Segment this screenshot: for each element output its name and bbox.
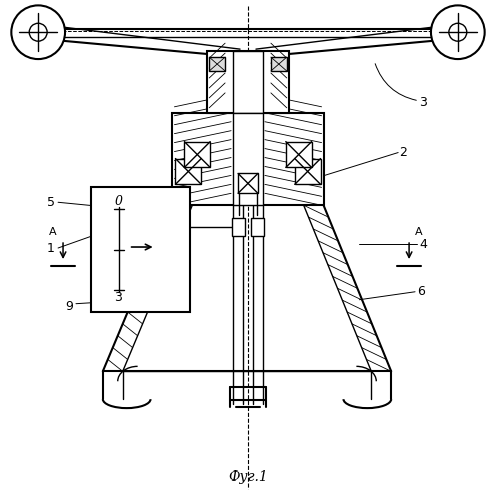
Text: 0: 0 [115, 195, 123, 208]
Text: Фуг.1: Фуг.1 [228, 470, 268, 484]
Text: 5: 5 [47, 196, 55, 209]
Bar [185, 142, 210, 168]
Text: 3: 3 [419, 96, 427, 110]
Text: 1: 1 [47, 242, 55, 254]
Text: 9: 9 [65, 300, 73, 313]
FancyArrowPatch shape [375, 64, 416, 100]
Bar [209, 57, 225, 71]
Text: 2: 2 [399, 146, 407, 159]
Text: $\overline{3}$: $\overline{3}$ [114, 290, 124, 306]
Circle shape [11, 6, 65, 59]
Text: 4: 4 [419, 238, 427, 250]
Text: A: A [415, 227, 423, 237]
Bar [251, 218, 264, 236]
Bar [233, 51, 263, 113]
Bar [233, 113, 263, 206]
Bar [295, 158, 320, 184]
Circle shape [431, 6, 485, 59]
Bar [176, 158, 201, 184]
Bar [232, 218, 245, 236]
Text: 6: 6 [417, 286, 425, 298]
Bar [173, 113, 323, 206]
Text: A: A [49, 227, 57, 237]
Bar [91, 188, 190, 312]
Bar [271, 57, 287, 71]
Bar [207, 51, 289, 113]
Bar [238, 174, 258, 194]
Bar [286, 142, 311, 168]
